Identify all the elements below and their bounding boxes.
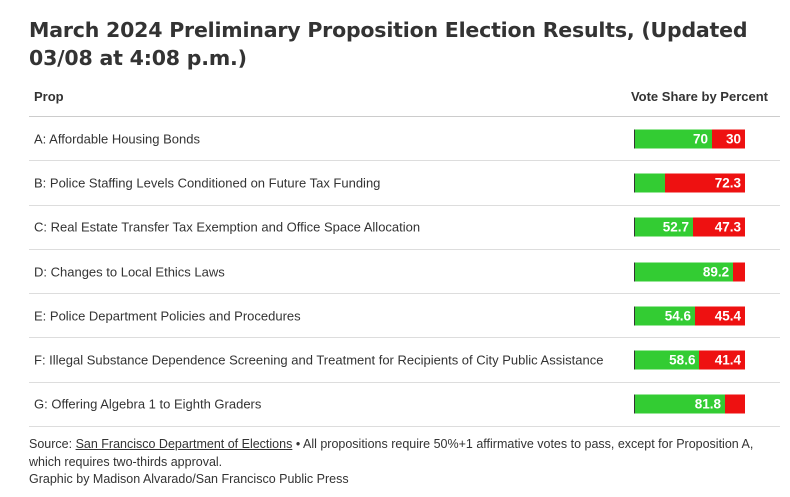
proposition-label: G: Offering Algebra 1 to Eighth Graders: [34, 396, 262, 412]
data-label: 70: [692, 131, 708, 147]
yes-share-segment: 70: [635, 129, 712, 149]
vote-share-bar: 58.6 41.4: [634, 350, 745, 370]
chart-title: March 2024 Preliminary Proposition Elect…: [29, 18, 748, 70]
column-header-vote-share: Vote Share by Percent: [630, 89, 768, 104]
data-label: 54.6: [664, 308, 692, 324]
graphic-credit: Graphic by Madison Alvarado/San Francisc…: [29, 472, 349, 486]
yes-share-segment: 58.6: [635, 350, 700, 370]
data-label: 47.3: [714, 219, 741, 235]
vote-share-bar: 52.7 47.3: [634, 217, 745, 237]
data-label: 41.4: [714, 352, 741, 368]
table-header: Prop Vote Share by Percent: [29, 86, 780, 117]
data-label: 72.3: [714, 175, 741, 191]
table-row: A: Affordable Housing Bonds 70 30: [29, 117, 780, 162]
no-share-segment: [724, 394, 745, 414]
yes-share-segment: 52.7: [635, 217, 693, 237]
yes-share-segment: 81.8: [635, 394, 725, 414]
results-table: Prop Vote Share by Percent A: Affordable…: [29, 86, 780, 428]
table-row: F: Illegal Substance Dependence Screenin…: [29, 338, 780, 383]
proposition-label: A: Affordable Housing Bonds: [34, 131, 200, 147]
no-share-segment: 30: [712, 129, 745, 149]
vote-share-bar: 89.2: [634, 262, 745, 282]
proposition-label: D: Changes to Local Ethics Laws: [34, 264, 225, 280]
chart-footer: Source: San Francisco Department of Elec…: [29, 436, 774, 489]
vote-share-bar: 70 30: [634, 129, 745, 149]
no-share-segment: 45.4: [695, 306, 745, 326]
no-share-segment: 47.3: [692, 217, 745, 237]
data-label: 58.6: [669, 352, 696, 368]
proposition-label: B: Police Staffing Levels Conditioned on…: [34, 175, 381, 191]
proposition-label: E: Police Department Policies and Proced…: [34, 308, 301, 324]
table-row: E: Police Department Policies and Proced…: [29, 294, 780, 339]
vote-share-bar: 54.6 45.4: [634, 306, 745, 326]
data-label: 89.2: [702, 264, 730, 280]
vote-share-bar: 72.3: [634, 173, 745, 193]
table-body: A: Affordable Housing Bonds 70 30 B: Police…: [29, 117, 780, 428]
source-prefix: Source:: [29, 437, 76, 451]
no-share-segment: 72.3: [665, 173, 745, 193]
yes-share-segment: 54.6: [635, 306, 696, 326]
vote-share-bar: 81.8: [634, 394, 745, 414]
data-label: 30: [725, 131, 741, 147]
data-label: 81.8: [694, 396, 721, 412]
table-row: G: Offering Algebra 1 to Eighth Graders 8…: [29, 383, 780, 428]
source-link[interactable]: San Francisco Department of Elections: [75, 437, 293, 451]
table-row: B: Police Staffing Levels Conditioned on…: [29, 161, 780, 206]
proposition-label: F: Illegal Substance Dependence Screenin…: [34, 352, 604, 368]
table-row: D: Changes to Local Ethics Laws 89.2: [29, 250, 780, 295]
data-label: 45.4: [714, 308, 741, 324]
source-note: Source: San Francisco Department of Elec…: [29, 436, 774, 471]
data-label: 52.7: [662, 219, 689, 235]
requirements-note: • All propositions require 50%+1 affirma…: [29, 437, 754, 469]
yes-share-segment: [635, 173, 666, 193]
no-share-segment: [733, 262, 745, 282]
table-row: C: Real Estate Transfer Tax Exemption an…: [29, 206, 780, 250]
no-share-segment: 41.4: [699, 350, 745, 370]
proposition-label: C: Real Estate Transfer Tax Exemption an…: [34, 219, 421, 235]
yes-share-segment: 89.2: [635, 262, 734, 282]
column-header-prop: Prop: [34, 89, 64, 104]
